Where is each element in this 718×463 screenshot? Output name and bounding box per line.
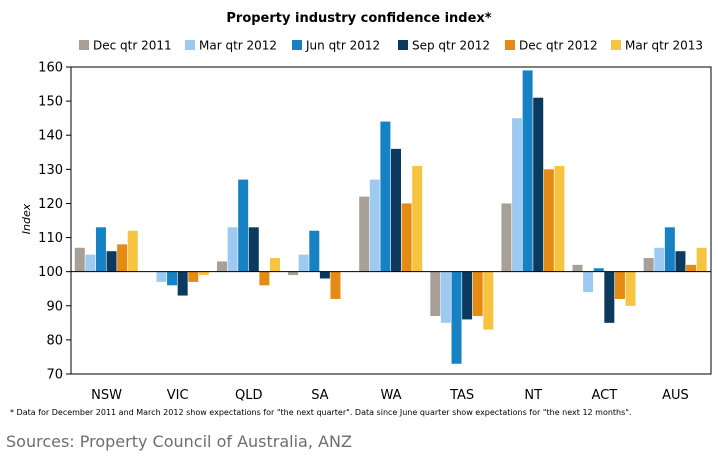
y-tick-label: 80 [46, 333, 63, 348]
footnote: * Data for December 2011 and March 2012 … [10, 408, 632, 417]
bar-tas-5 [472, 271, 483, 317]
legend-label: Dec qtr 2011 [93, 39, 172, 53]
x-tick-label: ACT [591, 388, 617, 403]
legend-label: Mar qtr 2013 [625, 39, 703, 53]
bar-nsw-6 [127, 230, 138, 272]
bar-act-2 [583, 271, 594, 293]
bar-nt-5 [543, 169, 554, 272]
y-axis-label: Index [20, 203, 33, 234]
legend-swatch [611, 40, 621, 50]
bar-vic-2 [156, 271, 167, 282]
bar-nsw-4 [106, 251, 117, 272]
bar-nt-6 [554, 165, 565, 272]
legend-label: Jun qtr 2012 [305, 39, 380, 53]
y-tick-label: 140 [38, 129, 63, 144]
bar-wa-1 [359, 196, 370, 272]
bar-nsw-1 [74, 247, 85, 272]
bar-aus-1 [643, 258, 654, 272]
bar-aus-4 [675, 251, 686, 272]
legend-swatch [79, 40, 89, 50]
y-tick-label: 160 [38, 61, 63, 76]
legend-label: Mar qtr 2012 [199, 39, 277, 53]
y-axis: 70 80 90 100 110 120 130 140 150 160 [38, 61, 71, 383]
bar-act-1 [572, 264, 583, 272]
legend-swatch [505, 40, 515, 50]
x-tick-label: NSW [91, 388, 122, 403]
legend-label: Sep qtr 2012 [412, 39, 490, 53]
x-tick-label: TAS [449, 388, 474, 403]
chart-title: Property industry confidence index* [226, 11, 491, 26]
bar-nt-1 [501, 203, 512, 272]
plot-frame [70, 66, 712, 375]
y-tick-label: 110 [38, 231, 63, 246]
bar-sa-2 [298, 254, 309, 272]
bar-aus-6 [696, 247, 707, 272]
x-tick-label: AUS [662, 388, 689, 403]
bar-wa-3 [380, 121, 391, 272]
bar-sa-4 [319, 271, 330, 279]
bar-nsw-3 [95, 227, 106, 272]
bars [71, 70, 711, 364]
bar-nt-4 [533, 97, 544, 272]
sources: Sources: Property Council of Australia, … [6, 432, 352, 451]
bar-wa-6 [412, 165, 423, 272]
y-tick-label: 130 [38, 163, 63, 178]
x-tick-label: VIC [167, 388, 189, 403]
bar-aus-5 [686, 264, 697, 272]
bar-act-3 [593, 268, 604, 272]
bar-tas-1 [430, 271, 441, 317]
bar-tas-3 [451, 271, 462, 364]
bar-qld-6 [269, 258, 280, 272]
y-tick-label: 120 [38, 197, 63, 212]
bar-sa-3 [309, 230, 320, 272]
legend: Dec qtr 2011 Mar qtr 2012 Jun qtr 2012 Sep … [79, 39, 703, 53]
bar-qld-5 [259, 271, 270, 286]
legend-swatch [292, 40, 302, 50]
bar-tas-4 [462, 271, 473, 320]
bar-qld-1 [216, 261, 227, 272]
x-tick-label: NT [524, 388, 542, 403]
bar-aus-2 [654, 247, 665, 272]
chart: Property industry confidence index* Dec … [20, 11, 712, 403]
bar-tas-2 [440, 271, 451, 323]
bar-qld-3 [238, 179, 249, 272]
legend-swatch [398, 40, 408, 50]
bar-nsw-5 [117, 244, 128, 272]
bar-nsw-2 [85, 254, 96, 272]
bar-qld-2 [227, 227, 238, 272]
x-tick-label: QLD [235, 388, 263, 403]
bar-vic-4 [177, 271, 188, 296]
bar-act-4 [604, 271, 615, 323]
bar-nt-3 [522, 70, 533, 272]
bar-aus-3 [664, 227, 675, 272]
bar-vic-6 [198, 271, 209, 276]
x-tick-label: SA [311, 388, 328, 403]
x-axis: NSW VIC QLD SA WA TAS NT ACT AUS [91, 388, 689, 403]
bar-wa-4 [391, 148, 401, 272]
bar-wa-5 [401, 203, 412, 272]
legend-swatch [185, 40, 195, 50]
bar-tas-6 [483, 271, 494, 330]
bar-sa-5 [330, 271, 341, 299]
bar-wa-2 [369, 179, 380, 272]
bar-vic-3 [167, 271, 178, 286]
y-tick-label: 100 [38, 265, 63, 280]
legend-label: Dec qtr 2012 [519, 39, 598, 53]
y-tick-label: 70 [46, 368, 63, 383]
bar-nt-2 [512, 118, 523, 272]
bar-act-5 [614, 271, 625, 299]
x-tick-label: WA [380, 388, 401, 403]
bar-vic-5 [188, 271, 199, 282]
y-tick-label: 150 [38, 95, 63, 110]
bar-qld-4 [248, 227, 259, 272]
bar-sa-1 [288, 271, 299, 276]
y-tick-label: 90 [46, 299, 63, 314]
bar-act-6 [625, 271, 636, 306]
